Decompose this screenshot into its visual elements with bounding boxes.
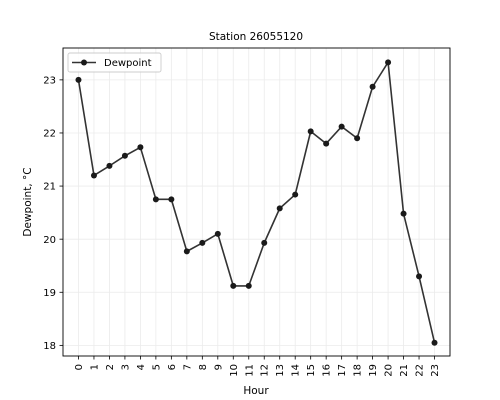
data-point — [276, 205, 283, 212]
y-tick-label: 20 — [43, 235, 56, 246]
x-tick-label: 22 — [415, 364, 426, 377]
data-point — [261, 239, 268, 246]
x-tick-label: 9 — [213, 364, 224, 370]
y-tick-label: 23 — [43, 75, 56, 86]
grid — [63, 48, 450, 356]
data-point — [75, 76, 82, 83]
y-tick-label: 21 — [43, 182, 56, 193]
data-point — [431, 339, 438, 346]
data-point — [354, 135, 361, 142]
data-point — [416, 273, 423, 280]
x-tick-label: 12 — [260, 364, 271, 377]
x-tick-label: 0 — [74, 364, 85, 370]
x-tick-label: 15 — [306, 364, 317, 377]
chart-title: Station 26055120 — [209, 31, 303, 43]
x-tick-label: 18 — [353, 364, 364, 377]
x-tick-label: 21 — [399, 364, 410, 377]
x-tick-label: 2 — [105, 364, 116, 370]
data-point — [121, 152, 128, 159]
legend: Dewpoint — [67, 52, 162, 73]
x-tick-label: 20 — [384, 364, 395, 377]
x-tick-label: 6 — [167, 364, 178, 370]
data-point — [245, 282, 252, 289]
y-tick-label: 22 — [43, 129, 56, 140]
data-point — [199, 239, 206, 246]
x-axis-label: Hour — [243, 385, 269, 397]
x-tick-label: 7 — [182, 364, 193, 370]
plot-area — [62, 47, 451, 357]
x-tick-label: 13 — [275, 364, 286, 377]
x-tick-label: 3 — [120, 364, 131, 370]
legend-marker — [81, 59, 87, 66]
series-dewpoint — [75, 59, 438, 346]
x-tick-label: 17 — [337, 364, 348, 377]
x-tick-label: 8 — [198, 364, 209, 370]
series-line-dewpoint — [77, 61, 436, 343]
x-tick-label: 23 — [430, 364, 441, 377]
legend-label-dewpoint: Dewpoint — [104, 58, 152, 69]
data-point — [90, 172, 97, 179]
legend-box — [67, 52, 162, 73]
x-tick-label: 11 — [244, 364, 255, 377]
data-point — [230, 282, 237, 289]
data-point — [323, 140, 330, 147]
data-point — [168, 196, 175, 203]
data-point — [214, 230, 221, 237]
x-tick-label: 1 — [89, 364, 100, 370]
y-tick-label: 19 — [43, 288, 56, 299]
x-tick-label: 16 — [322, 364, 333, 377]
x-tick-label: 4 — [136, 364, 147, 370]
y-tick-label: 18 — [43, 341, 56, 352]
data-point — [106, 162, 113, 169]
x-tick-label: 10 — [229, 364, 240, 377]
y-axis-label: Dewpoint, °C — [22, 167, 34, 236]
data-point — [292, 191, 299, 198]
data-point — [137, 144, 144, 151]
x-tick-label: 5 — [151, 364, 162, 370]
data-point — [152, 196, 159, 203]
data-point — [400, 210, 407, 217]
data-point — [338, 123, 345, 130]
x-tick-label: 19 — [368, 364, 379, 377]
axis-ticks: 0 1 2 3 4 5 6 7 8 9 10 11 12 13 14 15 16 17 18 19 20 21 22 2318… — [43, 75, 441, 376]
x-tick-label: 14 — [291, 364, 302, 377]
data-point — [183, 248, 190, 255]
data-point — [385, 59, 392, 66]
data-point — [307, 128, 314, 135]
data-point — [369, 83, 376, 90]
